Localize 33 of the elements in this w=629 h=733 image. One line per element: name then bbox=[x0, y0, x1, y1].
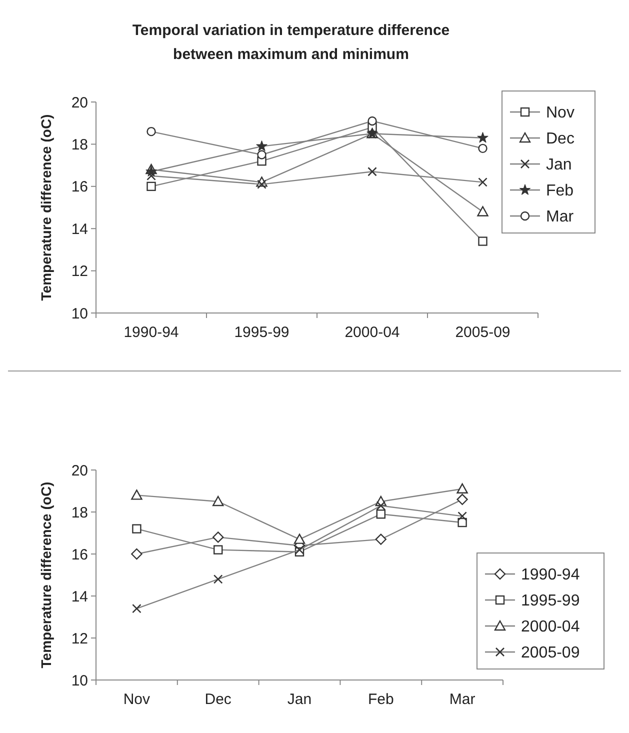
legend-label: Nov bbox=[546, 104, 574, 122]
y-tick-label: 14 bbox=[71, 220, 88, 238]
legend-label: 1990-94 bbox=[521, 566, 580, 584]
legend-label: 2005-09 bbox=[521, 644, 580, 662]
y-tick-label: 20 bbox=[71, 94, 88, 112]
legend-label: Feb bbox=[546, 182, 574, 200]
legend-label: Mar bbox=[546, 208, 574, 226]
y-tick-label: 12 bbox=[71, 263, 88, 280]
x-tick-label: 2000-04 bbox=[344, 324, 400, 341]
x-tick-label: 1990-94 bbox=[124, 324, 179, 341]
x-tick-label: 2005-09 bbox=[455, 324, 510, 341]
y-axis-title: Temperature difference (oC) bbox=[38, 114, 54, 301]
y-tick-label: 10 bbox=[71, 305, 88, 322]
x-tick-label: Jan bbox=[287, 691, 312, 708]
x-tick-label: Mar bbox=[449, 691, 476, 708]
y-tick-label: 18 bbox=[71, 504, 88, 522]
x-tick-label: Dec bbox=[204, 691, 232, 708]
y-tick-label: 16 bbox=[71, 178, 88, 196]
y-tick-label: 12 bbox=[71, 630, 88, 648]
y-tick-label: 10 bbox=[71, 672, 88, 690]
chart-title: Temporal variation in temperature difference between maximum and minimum bbox=[132, 22, 450, 63]
legend-label: 2000-04 bbox=[521, 618, 580, 636]
y-tick-label: 14 bbox=[71, 588, 88, 606]
y-tick-label: 18 bbox=[71, 136, 88, 154]
y-axis-title: Temperature difference (oC) bbox=[38, 482, 54, 668]
y-tick-label: 16 bbox=[71, 546, 88, 564]
x-tick-label: 1995-99 bbox=[234, 324, 290, 341]
y-tick-label: 20 bbox=[71, 462, 88, 480]
legend-label: 1995-99 bbox=[521, 592, 580, 610]
legend-label: Jan bbox=[546, 156, 572, 174]
x-tick-label: Nov bbox=[123, 691, 151, 708]
x-tick-label: Feb bbox=[368, 691, 394, 708]
legend-label: Dec bbox=[546, 130, 574, 148]
